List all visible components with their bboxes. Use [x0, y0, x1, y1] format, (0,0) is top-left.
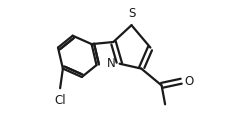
Text: O: O — [184, 75, 193, 88]
Text: Cl: Cl — [54, 94, 66, 107]
Text: S: S — [128, 7, 135, 20]
Text: N: N — [107, 57, 115, 70]
